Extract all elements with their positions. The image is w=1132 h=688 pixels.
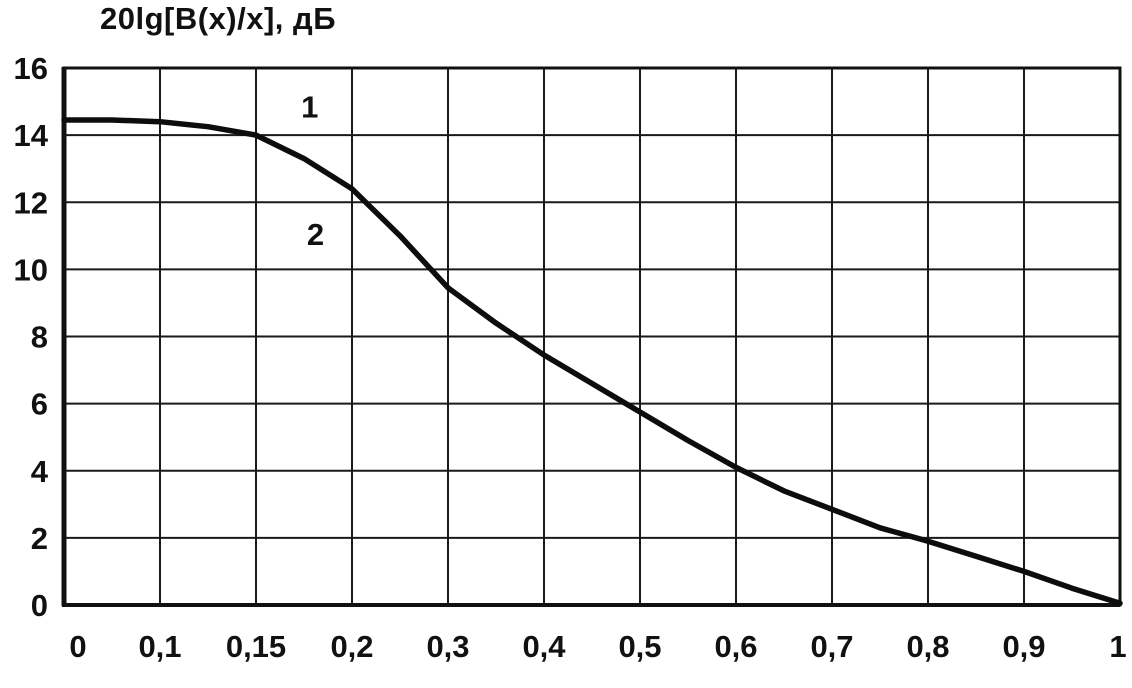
y-tick-label: 0 xyxy=(31,588,48,623)
x-tick-label: 0,15 xyxy=(226,629,286,664)
y-tick-label: 14 xyxy=(14,118,49,153)
x-tick-label: 0,2 xyxy=(330,629,373,664)
y-tick-label: 12 xyxy=(14,185,48,220)
chart-title: 20lg[B(x)/x], дБ xyxy=(100,1,336,36)
curve-label-annotation: 1 xyxy=(301,90,318,125)
x-tick-label: 0,8 xyxy=(906,629,949,664)
curve-label-annotation: 2 xyxy=(307,217,324,252)
x-tick-label: 0,5 xyxy=(618,629,661,664)
x-tick-label: 0,1 xyxy=(138,629,181,664)
y-tick-label: 8 xyxy=(31,320,48,355)
y-tick-label: 16 xyxy=(14,51,48,86)
x-tick-label: 1 xyxy=(1109,629,1126,664)
x-tick-label: 0,6 xyxy=(714,629,757,664)
data-curve xyxy=(61,117,1123,607)
y-tick-label: 10 xyxy=(14,252,48,287)
x-tick-label: 0 xyxy=(69,629,86,664)
x-tick-label: 0,4 xyxy=(522,629,566,664)
y-tick-label: 2 xyxy=(31,521,48,556)
y-tick-label: 4 xyxy=(31,454,49,489)
y-tick-label: 6 xyxy=(31,387,48,422)
x-tick-label: 0,7 xyxy=(810,629,853,664)
x-tick-label: 0,9 xyxy=(1002,629,1045,664)
x-tick-label: 0,3 xyxy=(426,629,469,664)
